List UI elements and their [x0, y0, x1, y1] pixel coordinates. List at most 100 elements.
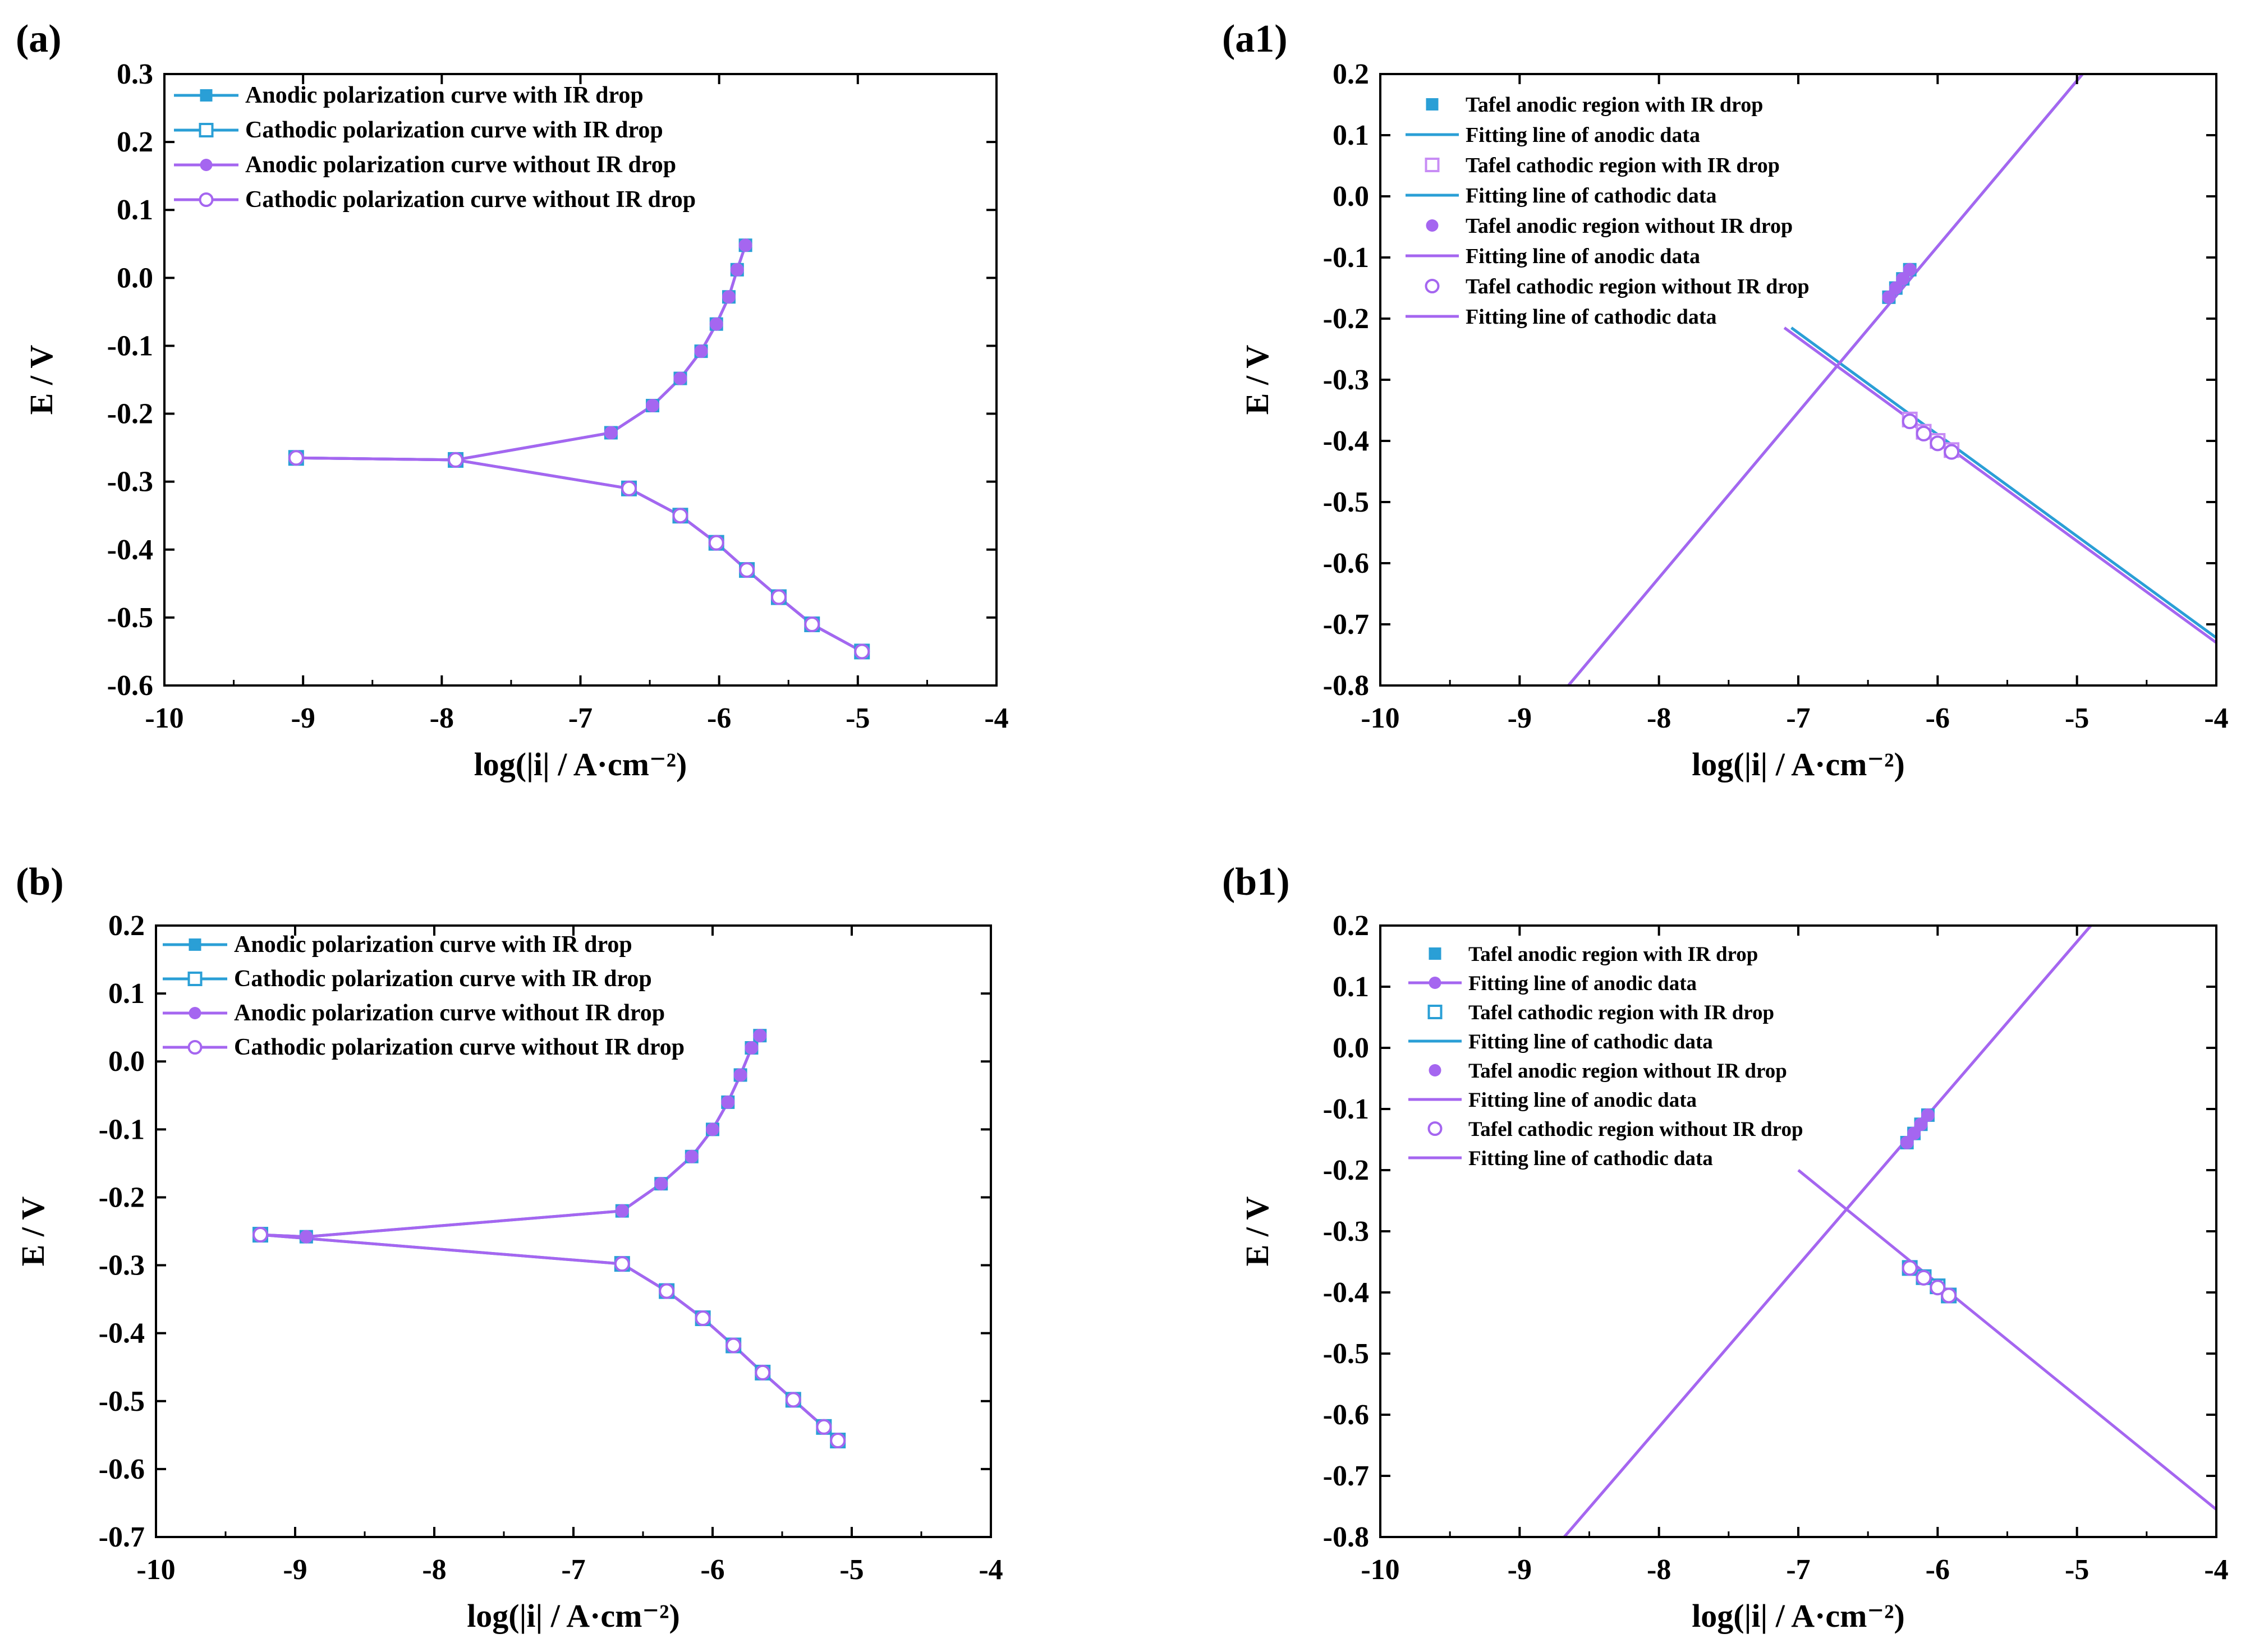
legend-symbol — [1425, 158, 1440, 172]
y-tick-label: -0.3 — [99, 1250, 145, 1282]
x-tick-label: -9 — [1508, 1554, 1532, 1586]
panel-b: (b) -10 -9 -8 -7 -6 -5 -4 0.2 0.1 0.0 -0.1 -0.2 -0.3 -… — [15, 860, 1003, 1634]
legend-entry: Tafel anodic region without IR drop — [1429, 1060, 1787, 1083]
series-line-0 — [296, 245, 747, 462]
data-point — [708, 535, 724, 551]
data-point — [299, 1230, 313, 1244]
legend: Tafel anodic region with IR drop Fitting … — [1408, 943, 1803, 1170]
y-axis-title: E / V — [15, 1197, 51, 1267]
plot-area — [288, 238, 870, 660]
data-point — [1916, 425, 1932, 441]
data-point — [448, 452, 464, 468]
data-point — [1914, 1117, 1928, 1131]
data-point — [733, 1068, 747, 1082]
data-point — [785, 1392, 801, 1408]
legend-label: Tafel cathodic region with IR drop — [1468, 1001, 1774, 1024]
y-tick-label: 0.1 — [1333, 119, 1369, 151]
data-point — [804, 616, 820, 632]
y-tick-label: -0.1 — [1323, 242, 1369, 274]
legend-label: Cathodic polarization curve without IR d… — [245, 187, 696, 213]
legend-label: Cathodic polarization curve with IR drop — [234, 966, 652, 992]
x-tick-label: -5 — [839, 1554, 864, 1586]
x-tick-label: -6 — [1926, 702, 1950, 734]
plot-area — [1563, 926, 2216, 1537]
x-axis-title: log(|i| / A·cm⁻²) — [467, 1598, 680, 1634]
x-tick-label: -6 — [700, 1554, 724, 1586]
data-point — [694, 344, 708, 358]
x-tick-label: -8 — [1647, 702, 1671, 734]
y-tick-label: -0.4 — [1323, 1277, 1369, 1309]
data-point — [1916, 1269, 1932, 1286]
y-tick-label: -0.3 — [1323, 364, 1369, 396]
legend-label: Fitting line of anodic data — [1466, 123, 1700, 147]
x-tick-label: -8 — [430, 702, 454, 734]
data-point — [654, 1177, 668, 1191]
y-tick-label: -0.4 — [1323, 425, 1369, 457]
data-point — [685, 1149, 699, 1163]
data-point — [1902, 413, 1918, 430]
x-tick-label: -4 — [984, 702, 1008, 734]
data-point — [288, 450, 304, 466]
panel-label: (b) — [16, 860, 64, 904]
data-point — [1903, 263, 1917, 277]
y-tick-label: -0.6 — [1323, 547, 1369, 579]
y-axis-title: E / V — [23, 345, 59, 415]
y-tick-label: 0.0 — [1333, 1032, 1369, 1064]
data-point — [1907, 1126, 1921, 1140]
y-tick-label: -0.5 — [1323, 1338, 1369, 1370]
legend-symbol — [187, 972, 203, 986]
y-tick-label: -0.7 — [1323, 609, 1369, 641]
legend-entry: Tafel cathodic region without IR drop — [1427, 1118, 1803, 1141]
data-point — [830, 1433, 846, 1449]
y-tick-label: -0.2 — [1323, 1154, 1369, 1186]
series-line-3 — [296, 456, 863, 653]
x-tick-label: -5 — [2065, 1554, 2089, 1586]
legend-entry: Anodic polarization curve without IR dro… — [163, 1000, 665, 1026]
data-point — [614, 1256, 630, 1272]
data-point — [1944, 444, 1960, 460]
legend-symbol — [200, 89, 213, 102]
legend-entry: Anodic polarization curve with IR drop — [163, 932, 632, 958]
legend-label: Anodic polarization curve without IR dro… — [245, 152, 676, 178]
y-tick-label: -0.6 — [1323, 1399, 1369, 1431]
y-tick-label: 0.2 — [1333, 910, 1369, 942]
legend-entry: Anodic polarization curve with IR drop — [174, 82, 644, 108]
legend-symbol — [1429, 947, 1441, 960]
legend-label: Tafel cathodic region without IR drop — [1468, 1118, 1803, 1141]
data-point — [1900, 1135, 1914, 1149]
legend-label: Anodic polarization curve with IR drop — [234, 932, 632, 958]
data-point — [1930, 435, 1946, 452]
plot-area — [252, 1029, 846, 1449]
y-axis-title: E / V — [1239, 345, 1275, 415]
y-axis-title: E / V — [1239, 1197, 1275, 1267]
legend-label: Fitting line of anodic data — [1468, 1089, 1697, 1112]
data-point — [739, 562, 755, 578]
y-tick-label: -0.5 — [99, 1386, 145, 1418]
data-point — [646, 399, 660, 413]
legend-entry: Fitting line of anodic data — [1408, 1089, 1697, 1112]
y-tick-label: 0.0 — [117, 262, 153, 294]
y-tick-label: 0.3 — [117, 58, 153, 90]
y-tick-label: -0.1 — [1323, 1093, 1369, 1125]
legend: Tafel anodic region with IR drop Fitting … — [1406, 93, 1810, 329]
data-point — [615, 1204, 629, 1218]
x-tick-label: -7 — [1786, 1554, 1810, 1586]
y-tick-label: -0.6 — [99, 1453, 145, 1485]
data-point — [854, 643, 870, 660]
x-tick-label: -10 — [1361, 1554, 1399, 1586]
legend-label: Tafel anodic region with IR drop — [1468, 943, 1758, 966]
legend-label: Anodic polarization curve without IR dro… — [234, 1000, 665, 1026]
data-point — [621, 480, 637, 496]
legend-entry: Cathodic polarization curve without IR d… — [163, 1034, 685, 1060]
x-tick-label: -5 — [2065, 702, 2089, 734]
x-tick-label: -10 — [145, 702, 183, 734]
data-point — [1896, 272, 1910, 286]
y-tick-label: 0.2 — [117, 126, 153, 158]
x-tick-label: -8 — [422, 1554, 446, 1586]
x-tick-label: -10 — [1361, 702, 1399, 734]
legend-entry: Tafel anodic region with IR drop — [1429, 943, 1758, 966]
legend-label: Tafel anodic region without IR drop — [1466, 214, 1793, 238]
plot-area — [1567, 74, 2216, 685]
data-point — [730, 263, 744, 277]
